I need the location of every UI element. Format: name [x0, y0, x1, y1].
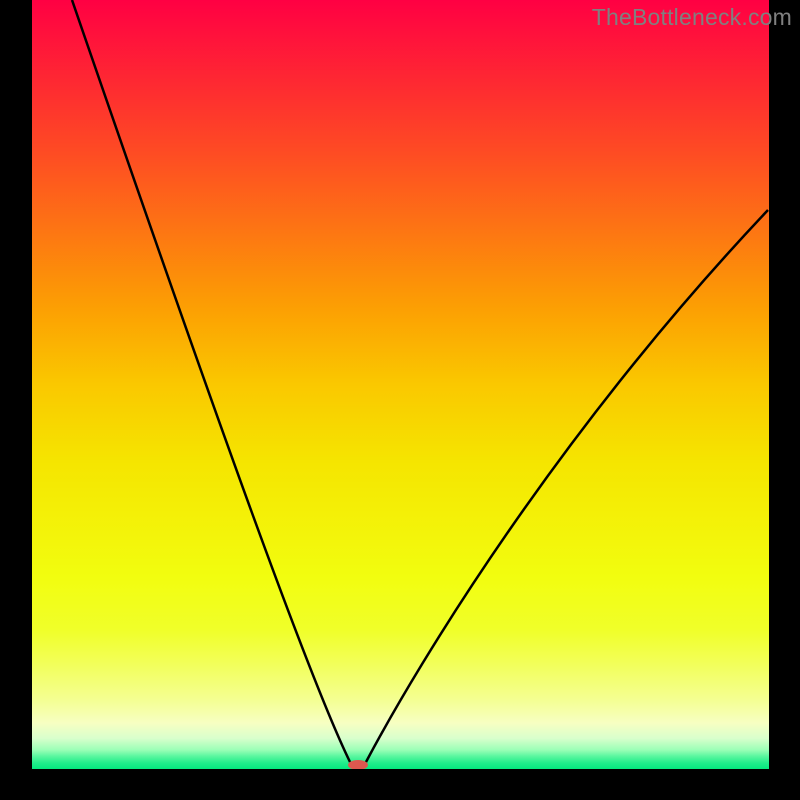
frame-bottom: [0, 769, 800, 800]
curve-left-branch: [72, 0, 350, 762]
frame-left: [0, 0, 32, 800]
frame-right: [769, 0, 800, 800]
chart-container: TheBottleneck.com: [0, 0, 800, 800]
watermark-text: TheBottleneck.com: [592, 4, 792, 31]
bottleneck-curve: [0, 0, 800, 800]
curve-right-branch: [366, 210, 768, 762]
